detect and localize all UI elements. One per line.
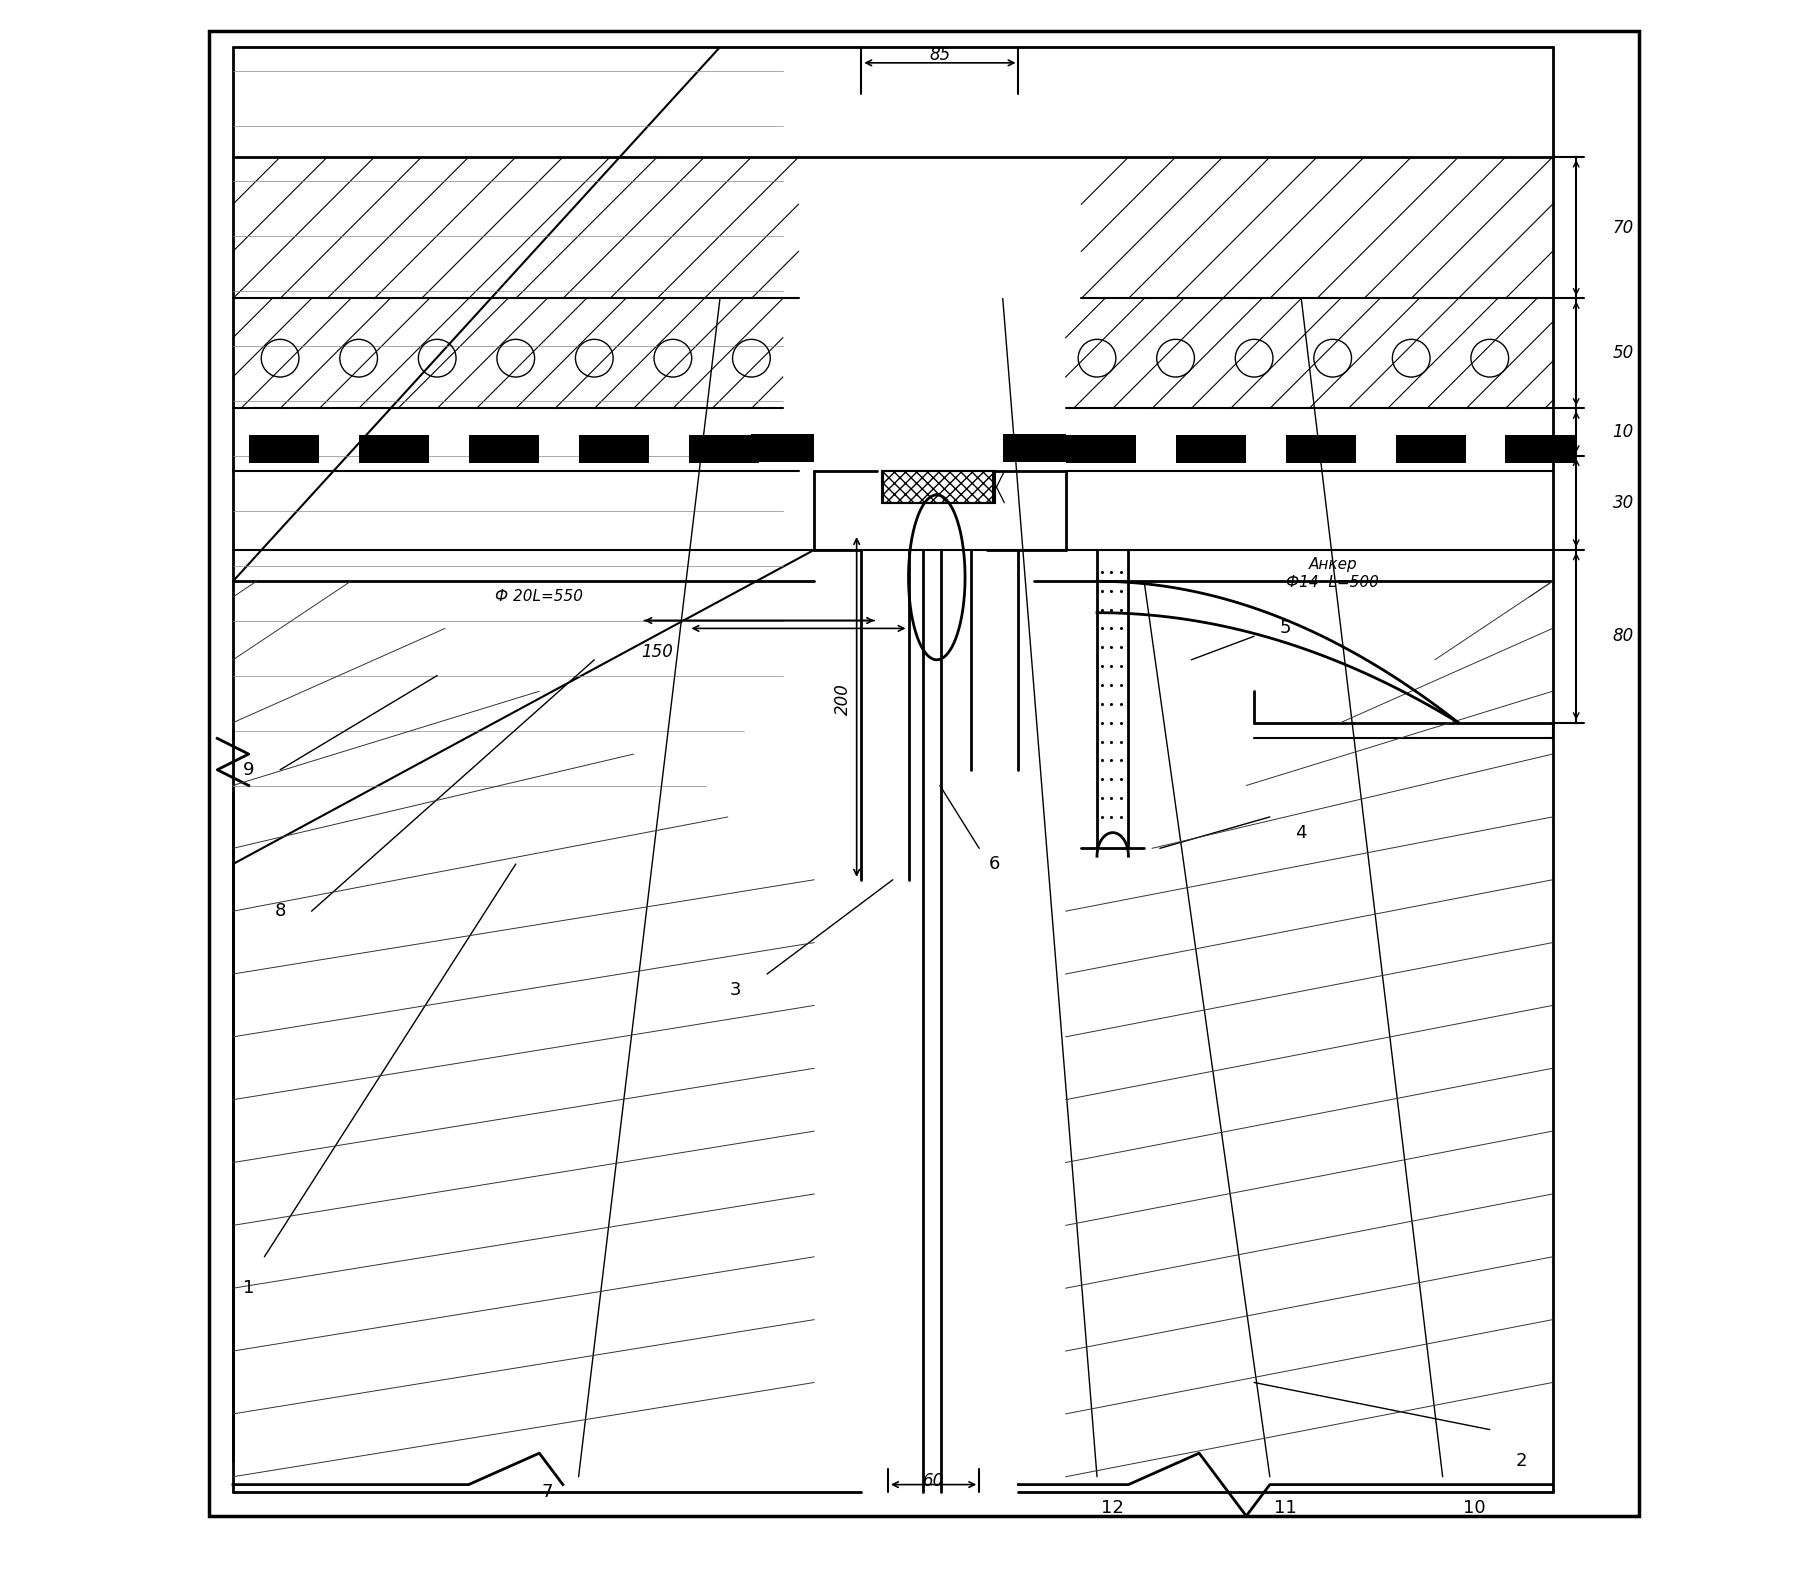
Text: Ф 20L=550: Ф 20L=550 — [496, 589, 583, 605]
Text: 4: 4 — [1296, 823, 1306, 842]
Text: 80: 80 — [1613, 627, 1633, 646]
Bar — [578, 435, 649, 463]
Bar — [689, 435, 760, 463]
Text: 10: 10 — [1613, 423, 1633, 441]
Text: 85: 85 — [928, 46, 950, 64]
Text: 3: 3 — [730, 980, 741, 999]
Text: 60: 60 — [923, 1472, 945, 1491]
Text: Анкер
Ф14  L=500: Анкер Ф14 L=500 — [1286, 558, 1379, 589]
Bar — [1065, 435, 1136, 463]
Text: 70: 70 — [1613, 218, 1633, 237]
Text: 8: 8 — [274, 902, 285, 921]
Text: 1: 1 — [243, 1279, 254, 1298]
Text: 7: 7 — [541, 1483, 552, 1502]
Text: 30: 30 — [1613, 493, 1633, 512]
Text: 6: 6 — [988, 855, 1001, 873]
Text: 150: 150 — [641, 643, 672, 661]
Text: 10: 10 — [1463, 1499, 1484, 1518]
Bar — [883, 471, 994, 503]
Bar — [1286, 435, 1355, 463]
Text: 50: 50 — [1613, 344, 1633, 363]
Text: 5: 5 — [1279, 619, 1292, 638]
Text: 11: 11 — [1274, 1499, 1297, 1518]
Bar — [1395, 435, 1466, 463]
Text: 2: 2 — [1515, 1452, 1526, 1470]
Bar — [358, 435, 429, 463]
Bar — [1176, 435, 1246, 463]
Polygon shape — [881, 471, 996, 503]
Text: 200: 200 — [834, 683, 852, 715]
Text: 12: 12 — [1101, 1499, 1125, 1518]
Text: 9: 9 — [243, 760, 254, 779]
Bar — [1003, 434, 1065, 462]
Bar — [752, 434, 814, 462]
Bar — [469, 435, 540, 463]
Bar — [249, 435, 320, 463]
Bar — [1506, 435, 1575, 463]
